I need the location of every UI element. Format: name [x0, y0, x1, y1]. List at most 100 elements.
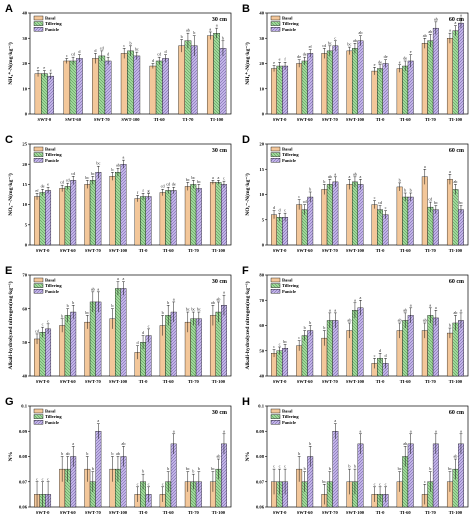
- x-tick-label: TI-100: [449, 117, 463, 122]
- bar-panicle: [190, 45, 198, 115]
- bar-tillering: [301, 209, 308, 246]
- significance-label: cd: [71, 171, 76, 176]
- x-tick-label: SWT-70: [94, 117, 111, 122]
- significance-label: ab: [453, 179, 457, 184]
- y-tick-label: 10: [22, 202, 27, 207]
- bar-basal: [59, 325, 66, 377]
- significance-label: c: [298, 194, 300, 199]
- x-tick-label: SWT-0: [36, 248, 50, 253]
- significance-label: d: [385, 353, 388, 358]
- y-tick-label: 5: [262, 217, 265, 222]
- significance-label: cd: [166, 182, 171, 187]
- bar-panicle: [95, 172, 102, 246]
- legend-swatch-tillering: [270, 21, 281, 26]
- bar-panicle: [458, 320, 464, 377]
- significance-label: c: [379, 481, 381, 486]
- significance-label: a: [410, 302, 412, 307]
- significance-label: b: [61, 451, 63, 456]
- significance-label: c: [162, 481, 164, 486]
- legend-label-basal: Basal: [282, 409, 293, 414]
- legend-label-panicle: Panicle: [282, 158, 296, 163]
- significance-label: e: [410, 49, 412, 54]
- y-tick-label: 10: [259, 86, 264, 91]
- bar-panicle: [162, 58, 169, 115]
- bar-tillering: [427, 40, 434, 115]
- legend-label-basal: Basal: [282, 16, 293, 21]
- significance-label: bc: [211, 466, 215, 471]
- legend-swatch-tillering: [270, 283, 281, 288]
- significance-label: c: [47, 476, 49, 481]
- bar-tillering: [89, 301, 96, 377]
- significance-label: a: [72, 441, 74, 446]
- bar-tillering: [301, 60, 308, 115]
- significance-label: c: [279, 341, 281, 346]
- significance-label: ab: [434, 16, 438, 21]
- bar-panicle: [458, 209, 464, 246]
- bar-basal: [149, 65, 157, 115]
- y-axis-label: NH₄⁺-N(mg·kg⁻¹): [244, 42, 251, 85]
- y-axis-label: Alkali-hydrolyzed nitrogen(mg·kg⁻¹): [244, 281, 251, 369]
- bar-basal: [346, 184, 353, 246]
- significance-label: b: [429, 466, 431, 471]
- bar-panicle: [70, 311, 77, 377]
- x-tick-label: TI-70: [182, 117, 194, 122]
- y-tick-label: 0.09: [19, 429, 28, 434]
- significance-label: bc: [96, 161, 100, 166]
- significance-label: bc: [197, 307, 201, 312]
- depth-label: 60 cm: [449, 279, 464, 285]
- bar-tillering: [351, 310, 358, 377]
- plot-frame: [29, 274, 232, 377]
- significance-label: cd: [71, 52, 76, 57]
- significance-label: cd: [428, 197, 433, 202]
- significance-label: c: [334, 35, 336, 40]
- y-tick-label: 60: [22, 306, 27, 311]
- depth-label: 30 cm: [212, 279, 227, 285]
- significance-label: b: [86, 451, 88, 456]
- significance-label: a: [97, 286, 99, 291]
- legend-label-panicle: Panicle: [45, 420, 59, 425]
- significance-label: cd: [378, 200, 383, 205]
- bar-tillering: [452, 30, 459, 115]
- legend-label-basal: Basal: [282, 147, 293, 152]
- legend-label-tillering: Tillering: [282, 414, 299, 419]
- significance-label: f: [142, 188, 144, 193]
- significance-label: de: [303, 52, 307, 57]
- bar-panicle: [47, 75, 55, 115]
- x-tick-label: SWT-60: [60, 248, 77, 253]
- significance-label: b: [181, 34, 183, 39]
- y-tick-label: 0: [262, 112, 265, 117]
- bar-tillering: [276, 217, 283, 246]
- y-tick-label: 30: [259, 36, 264, 41]
- bar-panicle: [307, 196, 314, 246]
- significance-label: bc: [85, 175, 89, 180]
- significance-label: b: [304, 325, 306, 330]
- bar-tillering: [377, 209, 384, 246]
- panel-letter: G: [5, 396, 14, 408]
- significance-label: a: [334, 171, 336, 176]
- legend-swatch-panicle: [270, 420, 281, 425]
- x-tick-label: SWT-60: [65, 117, 82, 122]
- bar-tillering: [276, 65, 283, 115]
- y-tick-label: 15: [22, 182, 27, 187]
- x-tick-label: SWT-0: [38, 117, 52, 122]
- significance-label: e: [37, 65, 39, 70]
- significance-label: de: [384, 54, 388, 59]
- significance-label: f: [137, 190, 139, 195]
- bar-panicle: [170, 190, 177, 246]
- significance-label: cd: [161, 184, 166, 189]
- bar-basal: [59, 188, 66, 246]
- legend-label-panicle: Panicle: [282, 289, 296, 294]
- bar-basal: [34, 73, 42, 115]
- significance-label: bc: [186, 177, 190, 182]
- significance-label: a: [173, 428, 175, 433]
- x-tick-label: TI-70: [425, 510, 437, 515]
- x-tick-label: TI-0: [376, 379, 385, 384]
- significance-label: b: [72, 300, 74, 305]
- bar-tillering: [165, 190, 172, 246]
- x-tick-label: TI-60: [400, 379, 412, 384]
- significance-label: c: [374, 195, 376, 200]
- significance-label: b: [404, 187, 406, 192]
- bar-panicle: [332, 181, 339, 246]
- significance-label: b: [198, 466, 200, 471]
